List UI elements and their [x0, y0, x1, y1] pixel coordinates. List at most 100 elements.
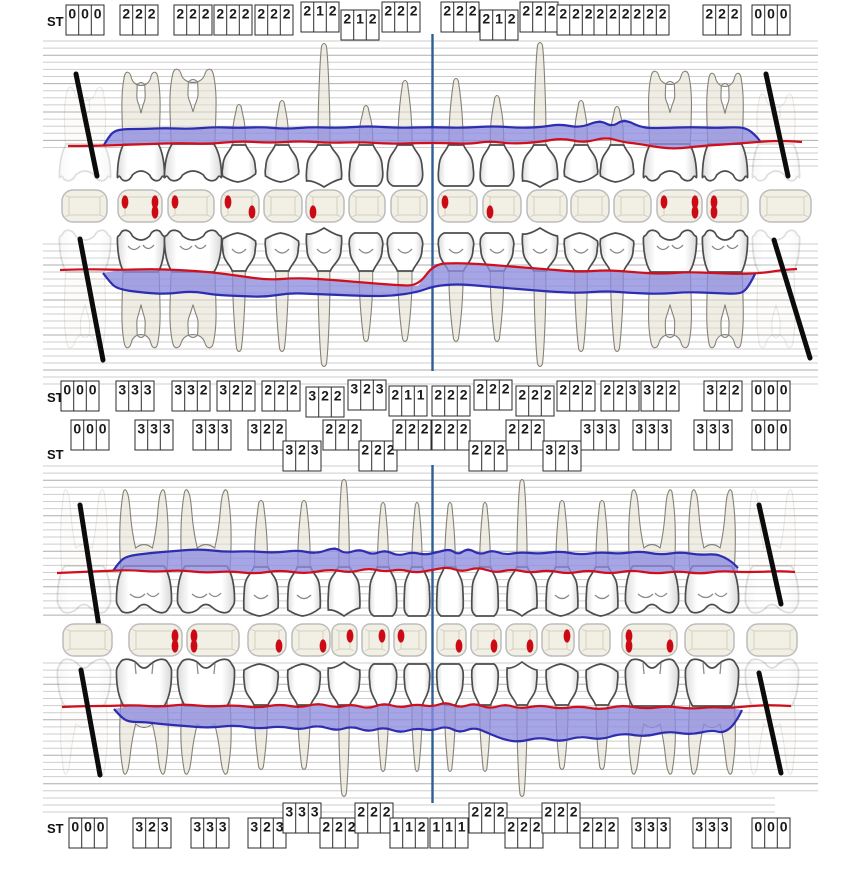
svg-text:3: 3 — [195, 421, 203, 437]
svg-text:3: 3 — [221, 421, 229, 437]
svg-text:2: 2 — [361, 442, 369, 458]
svg-text:0: 0 — [89, 382, 97, 398]
svg-text:0: 0 — [780, 382, 788, 398]
svg-text:ST: ST — [47, 821, 64, 836]
svg-text:2: 2 — [148, 819, 156, 835]
svg-text:2: 2 — [263, 819, 271, 835]
svg-text:2: 2 — [656, 382, 664, 398]
svg-text:2: 2 — [497, 804, 505, 820]
svg-text:2: 2 — [200, 382, 208, 398]
svg-text:2: 2 — [609, 6, 617, 22]
svg-text:0: 0 — [99, 421, 107, 437]
svg-text:2: 2 — [603, 382, 611, 398]
svg-text:2: 2 — [559, 6, 567, 22]
svg-text:2: 2 — [395, 421, 403, 437]
svg-text:2: 2 — [384, 3, 392, 19]
svg-text:3: 3 — [311, 442, 319, 458]
svg-text:2: 2 — [363, 381, 371, 397]
svg-text:0: 0 — [767, 421, 775, 437]
svg-text:2: 2 — [397, 3, 405, 19]
svg-text:3: 3 — [135, 819, 143, 835]
svg-text:0: 0 — [767, 382, 775, 398]
svg-text:2: 2 — [387, 442, 395, 458]
svg-text:0: 0 — [68, 6, 76, 22]
svg-text:2: 2 — [731, 6, 739, 22]
svg-text:3: 3 — [634, 819, 642, 835]
svg-text:3: 3 — [709, 421, 717, 437]
svg-text:2: 2 — [298, 442, 306, 458]
svg-text:0: 0 — [780, 421, 788, 437]
svg-text:0: 0 — [73, 421, 81, 437]
svg-text:3: 3 — [219, 382, 227, 398]
svg-text:3: 3 — [298, 804, 306, 820]
svg-text:2: 2 — [408, 421, 416, 437]
svg-text:1: 1 — [417, 387, 425, 403]
svg-text:2: 2 — [122, 6, 130, 22]
svg-text:2: 2 — [531, 387, 539, 403]
svg-text:2: 2 — [522, 3, 530, 19]
svg-text:2: 2 — [334, 388, 342, 404]
svg-text:2: 2 — [338, 421, 346, 437]
svg-text:3: 3 — [250, 421, 258, 437]
svg-text:2: 2 — [544, 387, 552, 403]
svg-text:2: 2 — [533, 819, 541, 835]
svg-text:3: 3 — [311, 804, 319, 820]
svg-text:2: 2 — [456, 3, 464, 19]
svg-text:2: 2 — [572, 6, 580, 22]
svg-text:2: 2 — [559, 382, 567, 398]
svg-text:2: 2 — [507, 819, 515, 835]
svg-text:2: 2 — [283, 6, 291, 22]
svg-text:2: 2 — [497, 442, 505, 458]
svg-text:0: 0 — [780, 6, 788, 22]
svg-text:2: 2 — [476, 381, 484, 397]
svg-text:0: 0 — [71, 819, 79, 835]
svg-text:3: 3 — [695, 819, 703, 835]
svg-text:2: 2 — [502, 381, 510, 397]
svg-text:2: 2 — [357, 804, 365, 820]
svg-text:2: 2 — [374, 442, 382, 458]
svg-text:2: 2 — [189, 6, 197, 22]
svg-text:1: 1 — [356, 11, 364, 27]
svg-text:2: 2 — [447, 421, 455, 437]
svg-text:ST: ST — [47, 390, 64, 405]
svg-text:3: 3 — [706, 382, 714, 398]
svg-text:2: 2 — [391, 387, 399, 403]
svg-text:2: 2 — [518, 387, 526, 403]
svg-text:3: 3 — [708, 819, 716, 835]
svg-text:0: 0 — [754, 819, 762, 835]
svg-text:1: 1 — [458, 819, 466, 835]
svg-text:0: 0 — [780, 819, 788, 835]
svg-text:2: 2 — [329, 3, 337, 19]
svg-text:2: 2 — [264, 382, 272, 398]
svg-text:3: 3 — [163, 421, 171, 437]
svg-text:3: 3 — [206, 819, 214, 835]
svg-text:0: 0 — [86, 421, 94, 437]
svg-text:2: 2 — [471, 442, 479, 458]
svg-text:2: 2 — [443, 3, 451, 19]
svg-text:2: 2 — [383, 804, 391, 820]
svg-text:2: 2 — [718, 6, 726, 22]
svg-text:3: 3 — [219, 819, 227, 835]
svg-text:0: 0 — [97, 819, 105, 835]
svg-text:2: 2 — [482, 11, 490, 27]
svg-text:0: 0 — [94, 6, 102, 22]
svg-text:3: 3 — [308, 388, 316, 404]
svg-text:0: 0 — [84, 819, 92, 835]
svg-text:2: 2 — [135, 6, 143, 22]
svg-text:2: 2 — [351, 421, 359, 437]
svg-text:2: 2 — [434, 387, 442, 403]
svg-text:1: 1 — [495, 11, 503, 27]
svg-text:ST: ST — [47, 447, 64, 462]
svg-text:2: 2 — [270, 6, 278, 22]
svg-text:2: 2 — [585, 382, 593, 398]
svg-text:1: 1 — [432, 819, 440, 835]
svg-text:0: 0 — [754, 421, 762, 437]
svg-text:0: 0 — [81, 6, 89, 22]
svg-text:2: 2 — [622, 6, 630, 22]
svg-text:3: 3 — [583, 421, 591, 437]
svg-text:2: 2 — [608, 819, 616, 835]
svg-text:2: 2 — [263, 421, 271, 437]
svg-text:2: 2 — [370, 804, 378, 820]
svg-text:2: 2 — [471, 804, 479, 820]
svg-text:2: 2 — [570, 804, 578, 820]
